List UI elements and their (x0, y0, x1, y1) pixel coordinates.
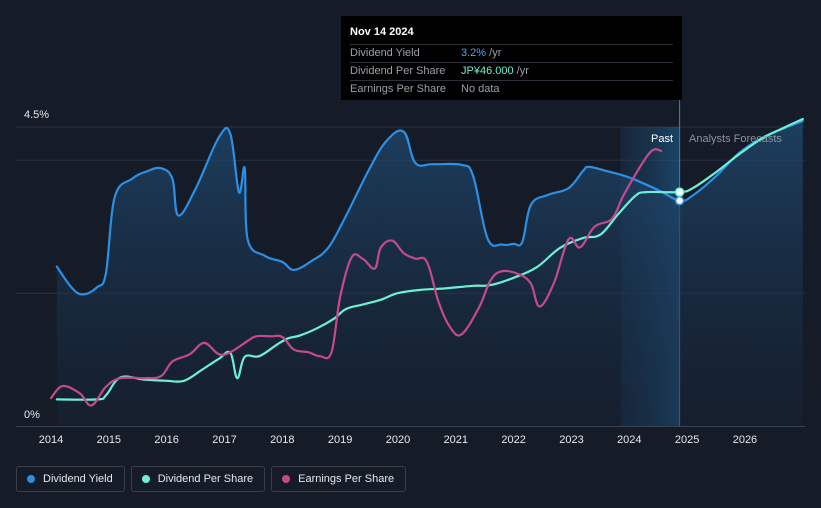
legend-dot-icon (282, 475, 291, 483)
tooltip-label: Dividend Per Share (350, 65, 446, 77)
x-tick-label: 2015 (97, 434, 121, 446)
marker-dividend-yield (674, 196, 685, 206)
tooltip-value: JP¥46.000 (461, 65, 514, 77)
chart-lines (49, 117, 804, 407)
tooltip-row-dividend-per-share: Dividend Per Share JP¥46.000 /yr (350, 62, 673, 80)
x-tick-label: 2018 (270, 434, 294, 446)
legend-item-dividend-per-share[interactable]: Dividend Per Share (130, 466, 266, 492)
y-label-bottom: 0% (24, 409, 40, 421)
chart-area (56, 100, 803, 426)
tooltip-value: 3.2% (461, 47, 487, 59)
series-line-earnings-per-share (49, 148, 663, 407)
x-tick-label: 2023 (559, 434, 583, 446)
legend-label: Dividend Yield (43, 473, 113, 485)
forecast-label: Analysts Forecasts (689, 133, 782, 145)
legend-label: Earnings Per Share (298, 473, 395, 485)
series-line-dividend-yield (55, 119, 804, 296)
x-tick-label: 2026 (733, 434, 757, 446)
period-labels: Past Analysts Forecasts (651, 133, 782, 145)
legend-dot-icon (141, 475, 150, 483)
legend-label: Dividend Per Share (157, 473, 254, 485)
x-tick-label: 2020 (386, 434, 410, 446)
tooltip-value: No data (461, 83, 500, 95)
tooltip-label: Earnings Per Share (350, 83, 446, 95)
x-tick-label: 2022 (501, 434, 525, 446)
cursor-markers (674, 187, 685, 206)
x-tick-label: 2017 (212, 434, 236, 446)
x-tick-label: 2025 (675, 434, 699, 446)
tooltip-date: Nov 14 2024 (350, 26, 414, 38)
tooltip-unit: /yr (486, 47, 502, 59)
tooltip-row-dividend-yield: Dividend Yield 3.2% /yr (350, 44, 673, 62)
x-tick-label: 2021 (444, 434, 468, 446)
legend-item-earnings-per-share[interactable]: Earnings Per Share (271, 466, 407, 492)
x-axis: 2014 2015 2016 2017 2018 2019 2020 2021 2022 2023… (39, 434, 757, 446)
chart-tooltip: Nov 14 2024 Dividend Yield 3.2% /yr Divi… (341, 16, 682, 100)
marker-dividend-per-share (674, 187, 685, 197)
y-label-top: 4.5% (24, 109, 49, 121)
series-line-dividend-per-share (55, 117, 804, 401)
x-tick-label: 2014 (39, 434, 63, 446)
x-tick-label: 2016 (154, 434, 178, 446)
tooltip-unit: /yr (513, 65, 529, 77)
legend-item-dividend-yield[interactable]: Dividend Yield (16, 466, 125, 492)
past-label: Past (651, 133, 673, 145)
x-tick-label: 2024 (617, 434, 641, 446)
y-axis: 4.5% 0% (24, 109, 49, 421)
tooltip-row-earnings-per-share: Earnings Per Share No data (350, 80, 673, 98)
x-tick-label: 2019 (328, 434, 352, 446)
tooltip-label: Dividend Yield (350, 47, 420, 59)
chart-legend: Dividend Yield Dividend Per Share Earnin… (16, 466, 407, 492)
legend-dot-icon (27, 475, 35, 483)
